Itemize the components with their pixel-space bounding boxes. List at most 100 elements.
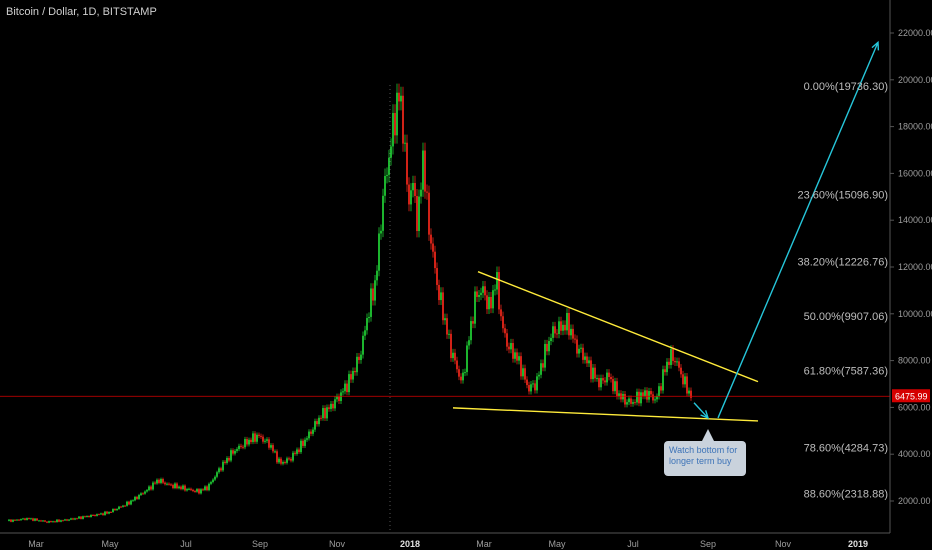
candle-body [148, 486, 150, 491]
candle-body [54, 521, 56, 523]
candle-body [614, 381, 616, 392]
candle-body [548, 341, 550, 352]
fib-level-label: 78.60%(4284.73) [804, 443, 888, 455]
candle-body [564, 324, 566, 331]
y-tick-label: 2000.00 [898, 496, 931, 506]
candle-body [172, 484, 174, 489]
candle-body [160, 478, 162, 483]
candle-body [542, 363, 544, 368]
candle-body [488, 296, 490, 310]
candle-body [228, 457, 230, 461]
candle-body [200, 489, 202, 494]
candle-body [524, 368, 526, 380]
projection-up-line [717, 42, 879, 419]
candle-body [362, 335, 364, 355]
candle-body [18, 519, 20, 521]
candle-body [436, 268, 438, 285]
candle-body [274, 451, 276, 453]
candle-body [226, 457, 228, 463]
candle-body [622, 394, 624, 400]
candle-body [520, 356, 522, 377]
candle-body [74, 518, 76, 520]
candle-body [382, 195, 384, 231]
candle-body [198, 489, 200, 494]
candle-body [538, 374, 540, 377]
candle-body [624, 394, 626, 405]
candle-body [224, 461, 226, 463]
candle-body [204, 486, 206, 490]
candle-body [514, 352, 516, 359]
candle-body [312, 429, 314, 434]
candle-body [650, 391, 652, 395]
candle-body [306, 438, 308, 440]
candle-body [602, 378, 604, 381]
candle-body [154, 482, 156, 484]
y-tick-label: 14000.00 [898, 215, 932, 225]
candle-body [288, 458, 290, 460]
candle-body [100, 513, 102, 515]
candle-body [444, 318, 446, 321]
candle-body [588, 360, 590, 364]
candle-body [474, 291, 476, 324]
y-tick-label: 12000.00 [898, 262, 932, 272]
candle-body [490, 296, 492, 309]
candle-body [12, 519, 14, 522]
candle-body [446, 318, 448, 335]
candle-body [690, 390, 692, 398]
candle-body [676, 361, 678, 363]
candle-body [310, 431, 312, 434]
candle-body [218, 468, 220, 473]
candle-body [120, 506, 122, 508]
candle-body [384, 175, 386, 196]
candle-body [578, 348, 580, 354]
candle-body [644, 390, 646, 397]
x-tick-label: Nov [775, 539, 792, 549]
candle-body [526, 379, 528, 386]
candle-body [380, 230, 382, 234]
candle-body [600, 378, 602, 388]
candle-body [460, 376, 462, 381]
fib-level-label: 61.80%(7587.36) [804, 365, 888, 377]
candle-body [170, 484, 172, 486]
candle-body [96, 514, 98, 516]
candle-body [348, 374, 350, 393]
candle-body [146, 490, 148, 492]
candle-body [320, 417, 322, 419]
candle-body [110, 511, 112, 513]
chart-title: Bitcoin / Dollar, 1D, BITSTAMP [6, 6, 157, 18]
candle-body [356, 356, 358, 373]
candle-body [528, 385, 530, 392]
candle-body [636, 391, 638, 403]
candle-body [476, 291, 478, 297]
candle-body [416, 196, 418, 232]
candle-body [652, 394, 654, 401]
candle-body [82, 516, 84, 519]
candle-body [126, 501, 128, 506]
candle-body [534, 383, 536, 391]
candle-body [688, 390, 690, 394]
y-tick-label: 6000.00 [898, 402, 931, 412]
candle-body [134, 496, 136, 501]
candle-body [62, 520, 64, 522]
candle-body [138, 494, 140, 499]
candle-body [294, 452, 296, 454]
candle-body [60, 520, 62, 522]
candle-body [124, 505, 126, 507]
candle-body [352, 370, 354, 380]
candle-body [684, 376, 686, 385]
candle-body [522, 368, 524, 377]
candle-body [558, 321, 560, 335]
candle-body [292, 452, 294, 461]
candle-body [510, 343, 512, 350]
candle-body [108, 511, 110, 514]
candle-body [236, 449, 238, 451]
candle-body [518, 356, 520, 361]
candle-body [410, 190, 412, 205]
candle-body [454, 352, 456, 361]
y-tick-label: 20000.00 [898, 75, 932, 85]
candle-body [586, 356, 588, 364]
candle-body [22, 518, 24, 520]
candle-body [408, 184, 410, 205]
candle-body [580, 347, 582, 349]
candle-body [300, 440, 302, 453]
